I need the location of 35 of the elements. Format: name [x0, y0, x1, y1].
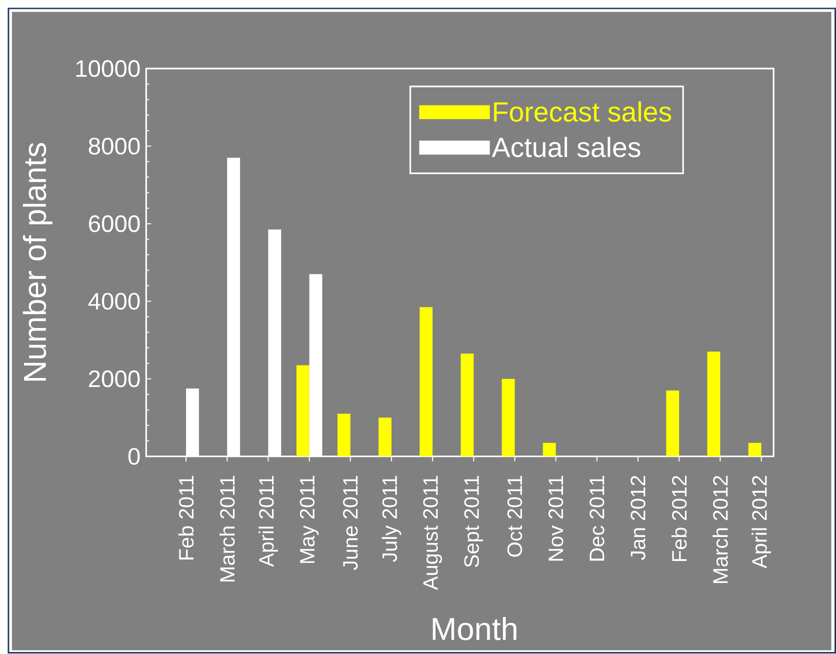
legend-label: Actual sales — [492, 136, 640, 158]
x-tick-label: Nov 2011 — [548, 476, 564, 560]
x-tick-label: Dec 2011 — [590, 476, 604, 560]
bar — [460, 354, 474, 456]
bar — [296, 365, 310, 456]
x-tick-label: March 2012 — [712, 476, 728, 583]
bar — [420, 306, 433, 456]
bar — [542, 442, 556, 456]
x-tick-label: July 2011 — [382, 476, 402, 562]
x-tick-label: March 2011 — [219, 476, 235, 582]
y-tick-label: 2000 — [88, 370, 140, 388]
bar — [337, 414, 350, 456]
x-tick-label: August 2011 — [423, 476, 442, 590]
x-tick-label: Sept 2011 — [464, 476, 484, 568]
bar — [502, 378, 515, 456]
bar — [707, 352, 720, 456]
y-tick-label: 6000 — [89, 215, 140, 232]
x-tick-label: May 2011 — [300, 476, 319, 563]
x-tick-label: Jan 2012 — [630, 476, 646, 560]
y-axis-title: Number of plants — [22, 142, 52, 380]
y-tick-label: 10000 — [76, 60, 140, 77]
bar — [378, 417, 392, 456]
y-tick-label: 4000 — [88, 292, 140, 310]
x-tick-label: April 2012 — [752, 476, 771, 568]
y-tick-label: 0 — [128, 448, 140, 465]
x-axis-title: Month — [432, 616, 516, 640]
x-tick-label: April 2011 — [258, 476, 278, 567]
x-tick-label: Feb 2011 — [178, 476, 194, 560]
y-tick-label: 8000 — [88, 138, 140, 154]
x-tick-label: June 2011 — [343, 476, 358, 570]
bar — [666, 390, 680, 456]
bar — [748, 442, 762, 456]
x-tick-label: Oct 2011 — [507, 476, 522, 557]
legend-label: Forecast sales — [494, 101, 672, 122]
x-tick-label: Feb 2012 — [671, 476, 687, 561]
